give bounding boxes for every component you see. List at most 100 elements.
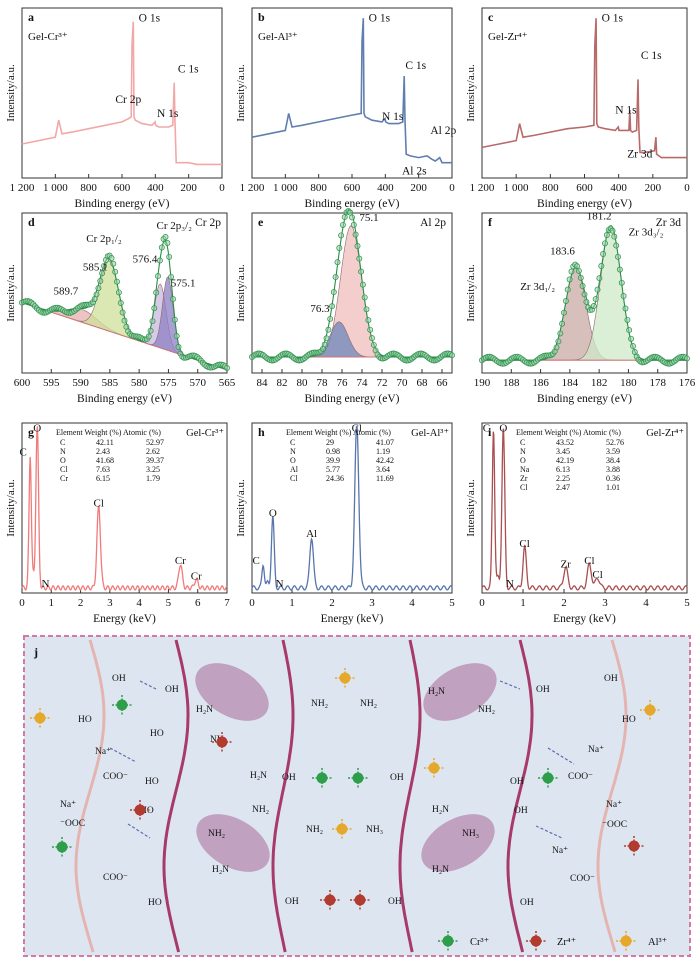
spectrum-line	[481, 18, 687, 159]
data-point	[622, 305, 629, 312]
data-point	[115, 289, 122, 296]
functional-group-label: HO	[78, 715, 92, 725]
legend-label: Gel-Zr⁴⁺	[646, 428, 684, 439]
metal-ion	[130, 800, 150, 820]
table-cell: 2.62	[146, 447, 160, 456]
data-point	[361, 294, 368, 301]
table-cell: 1.19	[376, 447, 390, 456]
functional-group-label: NH₂	[208, 829, 225, 839]
x-axis-label: Binding energy (eV)	[77, 393, 172, 405]
table-cell: Na	[520, 465, 530, 474]
data-point	[369, 335, 375, 342]
x-tick-label: 595	[43, 377, 60, 389]
panel-letter: j	[33, 645, 38, 659]
table-cell: 3.64	[376, 465, 390, 474]
functional-group-label: OH	[514, 806, 528, 816]
data-point	[603, 232, 610, 238]
x-tick-label: 5	[449, 597, 455, 609]
eds-spectrum	[481, 428, 688, 591]
panel-e: 84 82 80 78 76 74 72 70 68 66 Binding energy (eV) I…	[235, 207, 455, 405]
spectrum-line	[251, 18, 452, 164]
table-cell: Cr	[60, 474, 68, 483]
peak-label: O	[33, 423, 41, 435]
y-axis-label: Intensity/a.u.	[465, 264, 477, 322]
x-axis-label: Binding energy (eV)	[537, 393, 632, 405]
data-point	[350, 221, 357, 228]
table-header: Element Weight (%) Atomic (%)	[56, 428, 161, 437]
metal-ion	[424, 758, 444, 778]
ion-sphere	[354, 894, 366, 906]
plot-frame	[481, 422, 688, 594]
data-point	[173, 333, 180, 339]
table-cell: 39.37	[146, 456, 164, 465]
data-point	[119, 309, 126, 316]
x-tick-label: 565	[219, 377, 236, 389]
table-cell: 2.47	[556, 483, 570, 492]
table-cell: O	[290, 456, 296, 465]
eds-spectrum	[21, 426, 228, 591]
data-point	[354, 243, 361, 249]
metal-ion	[212, 732, 232, 752]
data-point	[590, 303, 597, 309]
panel-letter: e	[258, 215, 264, 229]
ion-sphere	[620, 935, 632, 947]
functional-group-label: OH	[536, 685, 550, 695]
peak-label: Cr	[191, 571, 202, 583]
data-point	[449, 352, 455, 359]
panel-title: Zr 3d	[656, 217, 681, 229]
peak-label: Zr 3d₁/₂	[520, 281, 555, 293]
x-axis-label: Binding energy (eV)	[75, 198, 170, 210]
x-tick-label: 570	[189, 377, 206, 389]
peak-label: 575.1	[171, 278, 196, 290]
metal-ion	[624, 836, 644, 856]
x-tick-label: 590	[72, 377, 89, 389]
x-tick-label: 0	[19, 597, 25, 609]
table-cell: Cl	[520, 483, 528, 492]
panel-b: 1 200 1 000 800 600 400 200 0 Binding energy (e…	[235, 7, 456, 210]
panel-letter: a	[28, 10, 34, 24]
data-point	[613, 242, 620, 249]
table-cell: Al	[290, 465, 299, 474]
panel-d: 600 595 590 585 580 575 570 565 Binding energy (…	[5, 212, 236, 405]
legend-label: Gel-Al³⁺	[258, 31, 298, 43]
functional-group-label: NH₂	[360, 699, 377, 709]
metal-ion	[348, 768, 368, 788]
data-point	[108, 255, 115, 262]
peak-label: 76.3	[310, 303, 330, 315]
x-tick-label: 4	[409, 597, 415, 609]
fit-envelope	[482, 225, 687, 361]
table-cell: Cl	[60, 465, 68, 474]
data-point	[600, 251, 607, 257]
x-tick-label: 800	[310, 182, 327, 194]
peak-label: Cr	[175, 555, 186, 567]
peak-label: O	[269, 508, 277, 520]
data-point	[114, 278, 120, 285]
functional-group-label: NH₂	[311, 699, 328, 709]
functional-group-label: HO	[145, 777, 159, 787]
peak-label: 181.2	[587, 210, 612, 222]
data-point	[568, 268, 575, 275]
functional-group-label: COO⁻	[570, 874, 595, 884]
polymer-chain	[596, 639, 628, 953]
data-point	[330, 289, 337, 296]
ion-sphere	[134, 804, 146, 816]
table-cell: Zr	[520, 474, 528, 483]
x-tick-label: 4	[136, 597, 142, 609]
peak-label: Cl	[352, 423, 362, 435]
panel-title: Cr 2p	[195, 217, 221, 229]
table-cell: 41.68	[96, 456, 114, 465]
x-tick-label: 1	[49, 597, 55, 609]
table-cell: 3.25	[146, 465, 160, 474]
data-point	[327, 315, 334, 322]
functional-group-label: Na⁺	[552, 846, 568, 856]
x-tick-label: 3	[369, 597, 375, 609]
data-point	[356, 255, 363, 262]
table-cell: 0.98	[326, 447, 340, 456]
data-point	[323, 335, 330, 342]
binding-region	[196, 814, 270, 872]
x-tick-label: 5	[166, 597, 172, 609]
data-point	[365, 317, 372, 324]
metal-ion	[640, 700, 660, 720]
functional-group-label: Na⁺	[606, 800, 622, 810]
data-point	[321, 341, 328, 348]
